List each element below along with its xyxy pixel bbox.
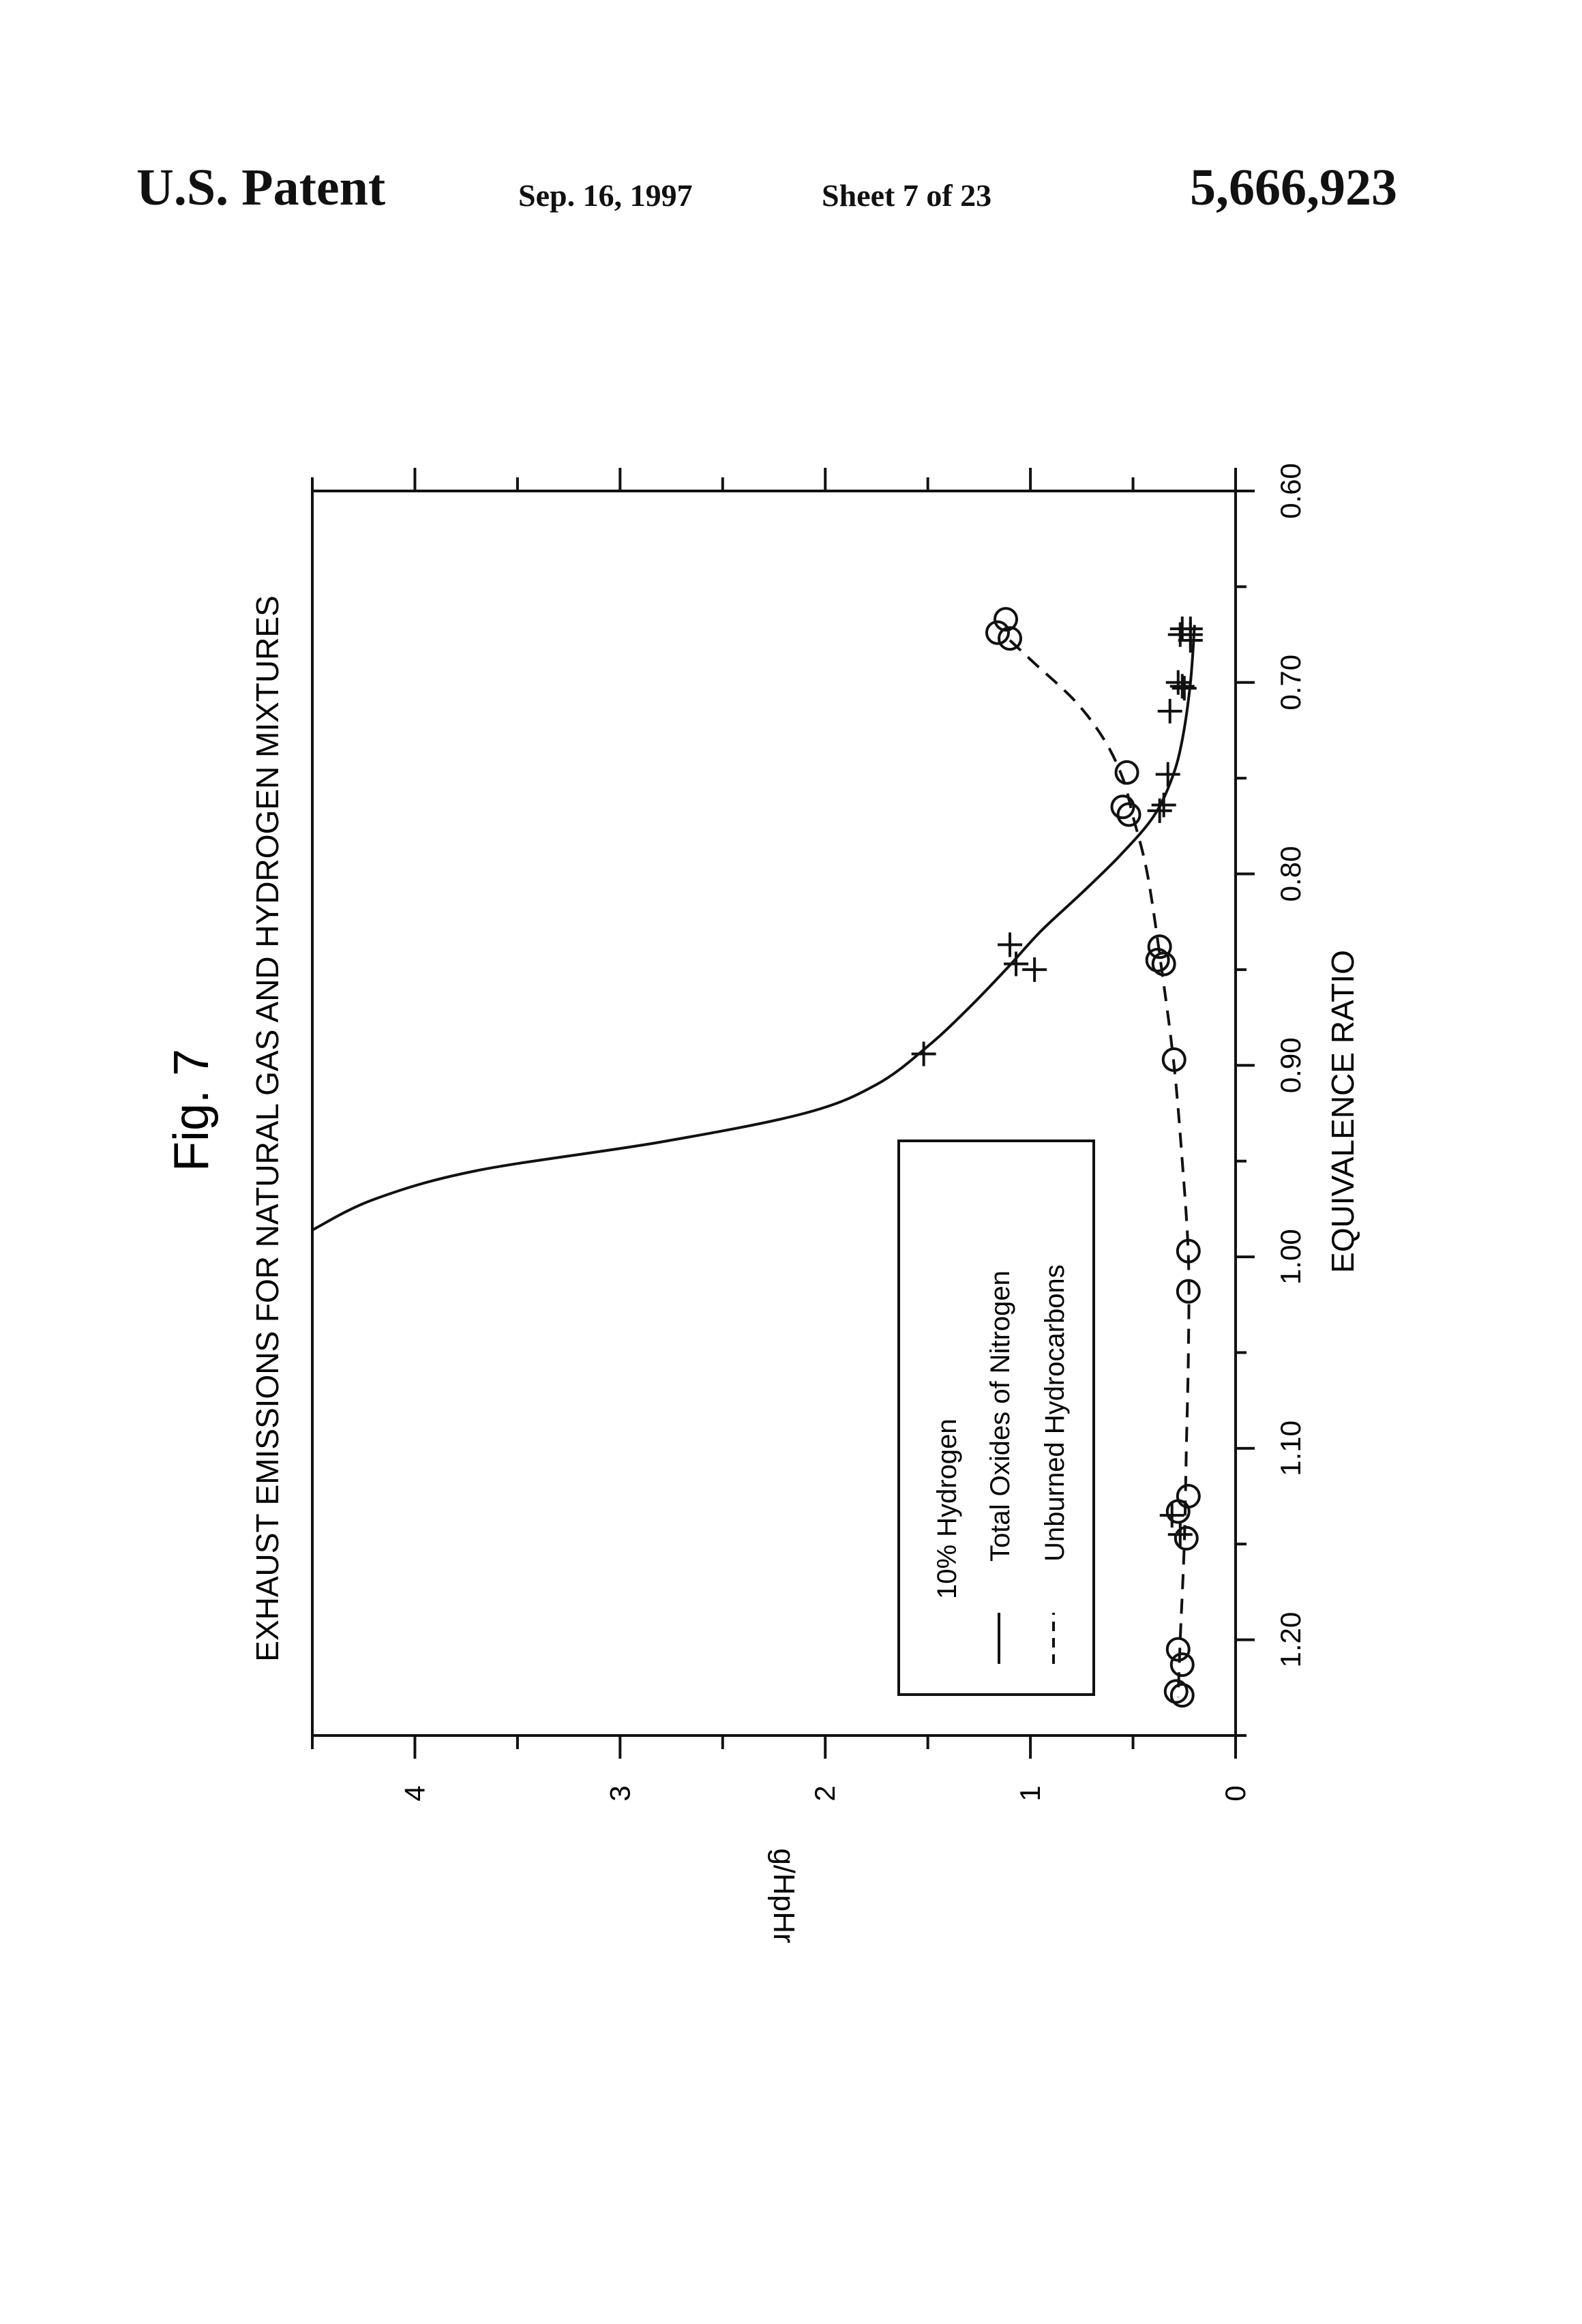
- nox-fit-curve: [312, 625, 1195, 1230]
- x-tick-label: 1.20: [1274, 1612, 1307, 1668]
- hc-data-point: [1176, 1528, 1197, 1549]
- y-tick-label: 4: [398, 1785, 430, 1801]
- nox-data-point: [1172, 676, 1197, 700]
- chart-title: EXHAUST EMISSIONS FOR NATURAL GAS AND HY…: [250, 595, 285, 1661]
- nox-data-point: [1168, 623, 1193, 647]
- nox-data-point: [1166, 670, 1191, 695]
- x-tick-label: 1.10: [1274, 1420, 1307, 1476]
- y-tick-label: 2: [809, 1785, 841, 1801]
- legend: 10% Hydrogen Total Oxides of Nitrogen Un…: [899, 1141, 1094, 1695]
- x-tick-label: 0.70: [1274, 655, 1307, 711]
- hc-data-point: [1167, 1639, 1189, 1660]
- x-tick-label: 0.90: [1274, 1037, 1307, 1093]
- y-tick-label: 3: [603, 1785, 636, 1801]
- x-tick-label: 1.00: [1274, 1229, 1307, 1285]
- legend-entry-nox: Total Oxides of Nitrogen: [985, 1270, 1015, 1562]
- nox-data-point: [912, 1041, 936, 1066]
- x-tick-label: 0.60: [1274, 463, 1307, 519]
- plot-frame: [312, 491, 1236, 1735]
- nox-data-point: [1022, 957, 1047, 982]
- plot-area: 0.60 0.70 0.80 0.90 1.00 1.10 1.20 0 1 2 3 4: [312, 463, 1307, 1802]
- hc-data-point: [1171, 1684, 1193, 1706]
- figure-label: Fig. 7: [164, 1049, 219, 1172]
- legend-title: 10% Hydrogen: [932, 1418, 962, 1599]
- nox-data-point: [1004, 952, 1028, 977]
- hc-data-point: [1178, 1485, 1199, 1507]
- nox-data-point: [998, 932, 1022, 957]
- legend-entry-hc: Unburned Hydrocarbons: [1040, 1264, 1070, 1562]
- y-axis-label: g/HpHr: [767, 1848, 801, 1943]
- x-tick-label: 0.80: [1274, 846, 1307, 902]
- nox-data-point: [1158, 699, 1182, 724]
- x-axis-label: EQUIVALENCE RATIO: [1325, 950, 1360, 1273]
- hc-data-point: [1171, 1654, 1193, 1675]
- y-tick-label: 1: [1014, 1785, 1046, 1801]
- y-tick-label: 0: [1219, 1785, 1251, 1801]
